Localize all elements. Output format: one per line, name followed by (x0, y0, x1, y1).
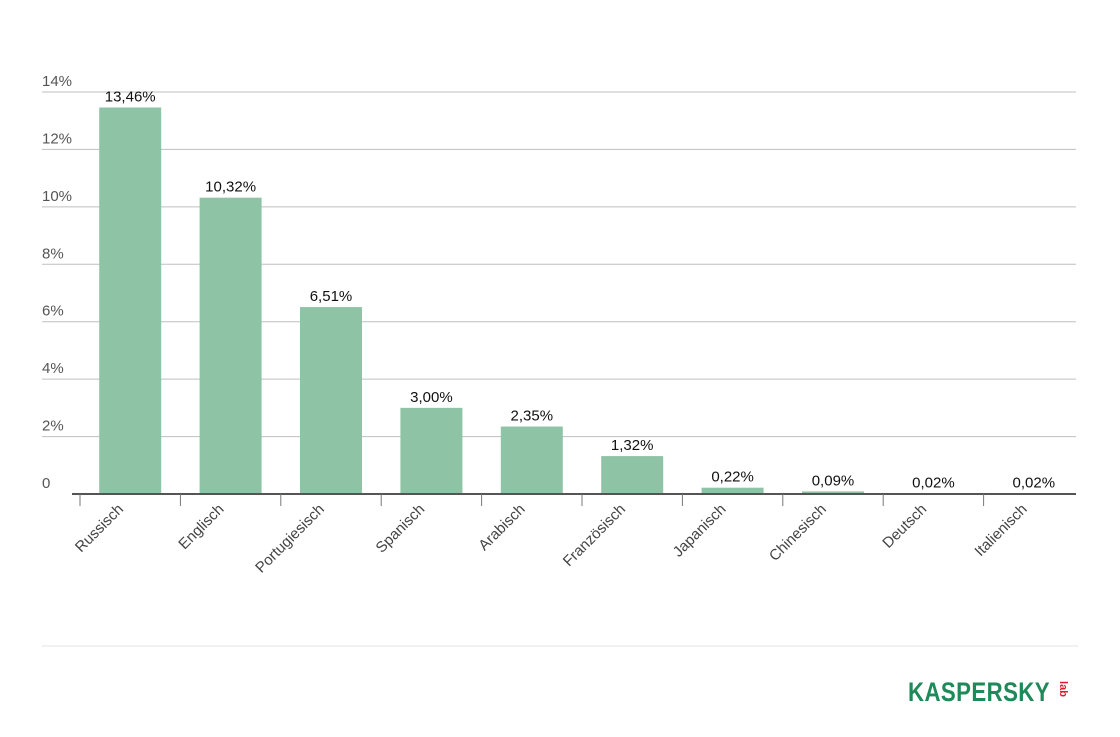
bar-value-label: 3,00% (410, 389, 453, 406)
bar (701, 487, 764, 494)
bars (99, 107, 1065, 495)
logo-lab-text: lab (1057, 681, 1069, 697)
category-label: Englisch (175, 501, 227, 553)
category-label: Französisch (560, 501, 629, 570)
category-label: Deutsch (879, 501, 930, 552)
gridlines (42, 91, 1076, 438)
y-tick-label: 10% (42, 188, 72, 205)
bar-value-label: 0,02% (1013, 474, 1056, 491)
bar-value-label: 0,09% (812, 472, 855, 489)
y-tick-label: 6% (42, 303, 64, 320)
bar (300, 307, 362, 494)
y-tick-label: 8% (42, 245, 64, 262)
logo-wordmark: KASPERSKY (908, 677, 1050, 707)
y-tick-label: 14% (42, 73, 72, 90)
category-label: Arabisch (475, 501, 528, 554)
category-labels: Russisch Englisch Portugiesisch Spanisch Ara… (72, 501, 1031, 577)
bar-value-label: 6,51% (310, 288, 353, 305)
y-tick-label: 2% (42, 418, 64, 435)
x-axis-ticks (79, 494, 985, 506)
category-label: Chinesisch (766, 501, 830, 565)
bar (199, 197, 262, 494)
category-label: Japanisch (670, 501, 730, 561)
bar-value-label: 13,46% (105, 89, 156, 106)
y-tick-label: 12% (42, 130, 72, 147)
bar (500, 426, 563, 494)
y-tick-label: 0 (42, 475, 50, 492)
data-labels: 13,46% 10,32% 6,51% 3,00% 2,35% 1,32% 0,22% 0,0… (105, 89, 1055, 492)
bar-value-label: 0,02% (912, 474, 955, 491)
bar-value-label: 2,35% (511, 408, 554, 425)
bar-value-label: 0,22% (711, 469, 754, 486)
category-label: Spanisch (373, 501, 429, 557)
category-label: Portugiesisch (252, 501, 328, 577)
category-label: Italienisch (971, 501, 1030, 560)
bar (400, 407, 463, 494)
bar-value-label: 1,32% (611, 437, 654, 454)
bar (601, 456, 664, 494)
kaspersky-logo: KASPERSKY lab (908, 677, 1069, 707)
category-label: Russisch (72, 501, 127, 556)
bar (802, 491, 864, 494)
bar-value-label: 10,32% (205, 179, 256, 196)
y-tick-label: 4% (42, 360, 64, 377)
bar (99, 107, 162, 495)
y-axis-ticks: 0 2% 4% 6% 8% 10% 12% 14% (42, 73, 72, 492)
